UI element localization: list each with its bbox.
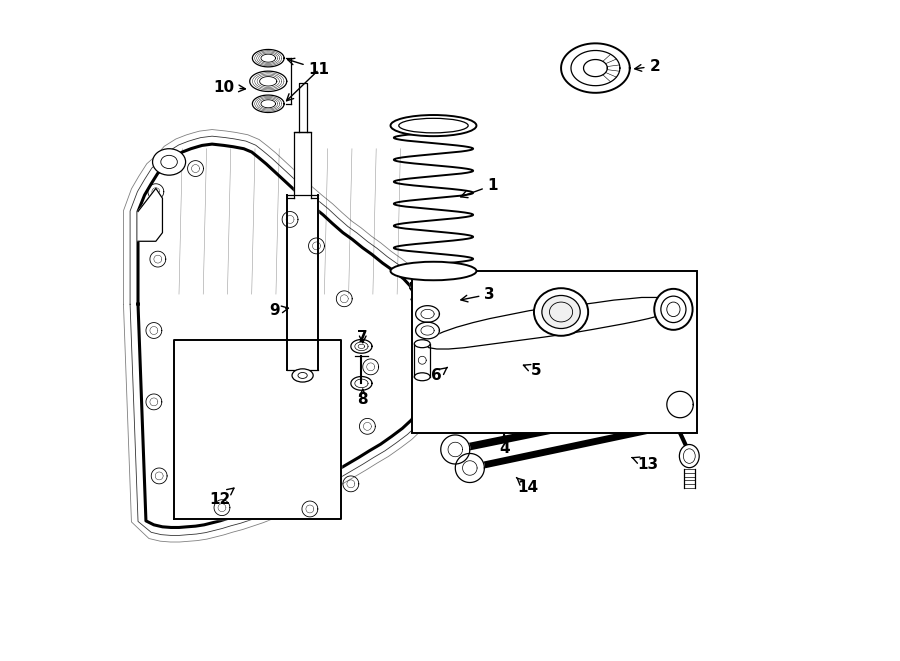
- Text: 4: 4: [499, 434, 509, 455]
- Text: 1: 1: [461, 178, 499, 198]
- Text: 14: 14: [517, 477, 538, 495]
- Polygon shape: [416, 322, 439, 339]
- Polygon shape: [561, 44, 630, 93]
- Polygon shape: [299, 83, 307, 132]
- Polygon shape: [351, 340, 372, 353]
- Polygon shape: [351, 377, 372, 390]
- Text: 13: 13: [632, 457, 659, 471]
- Text: 2: 2: [634, 59, 661, 73]
- Polygon shape: [441, 435, 470, 464]
- Text: 5: 5: [524, 363, 541, 377]
- Ellipse shape: [654, 289, 693, 330]
- Text: 10: 10: [213, 80, 246, 95]
- Ellipse shape: [534, 288, 588, 336]
- Polygon shape: [252, 95, 284, 112]
- Ellipse shape: [414, 373, 430, 381]
- Ellipse shape: [152, 149, 185, 175]
- Ellipse shape: [391, 262, 476, 280]
- Ellipse shape: [292, 369, 313, 382]
- Text: 9: 9: [269, 303, 288, 318]
- Polygon shape: [410, 283, 437, 338]
- Text: 8: 8: [357, 389, 368, 407]
- Bar: [411, 271, 698, 433]
- Polygon shape: [455, 453, 484, 483]
- Polygon shape: [138, 188, 163, 241]
- Ellipse shape: [542, 295, 580, 329]
- Text: 7: 7: [357, 330, 368, 344]
- Polygon shape: [667, 391, 693, 418]
- Text: 11: 11: [288, 58, 329, 77]
- Ellipse shape: [391, 115, 476, 136]
- Polygon shape: [416, 305, 439, 323]
- Text: 3: 3: [461, 287, 495, 302]
- Text: 12: 12: [210, 488, 234, 506]
- Polygon shape: [138, 144, 417, 527]
- Text: 6: 6: [431, 368, 447, 383]
- Polygon shape: [252, 50, 284, 67]
- Polygon shape: [294, 129, 311, 198]
- Ellipse shape: [680, 444, 699, 468]
- Ellipse shape: [414, 340, 430, 348]
- Polygon shape: [249, 71, 287, 91]
- Polygon shape: [174, 340, 341, 519]
- Polygon shape: [425, 297, 678, 349]
- Polygon shape: [414, 344, 430, 377]
- Polygon shape: [287, 195, 319, 370]
